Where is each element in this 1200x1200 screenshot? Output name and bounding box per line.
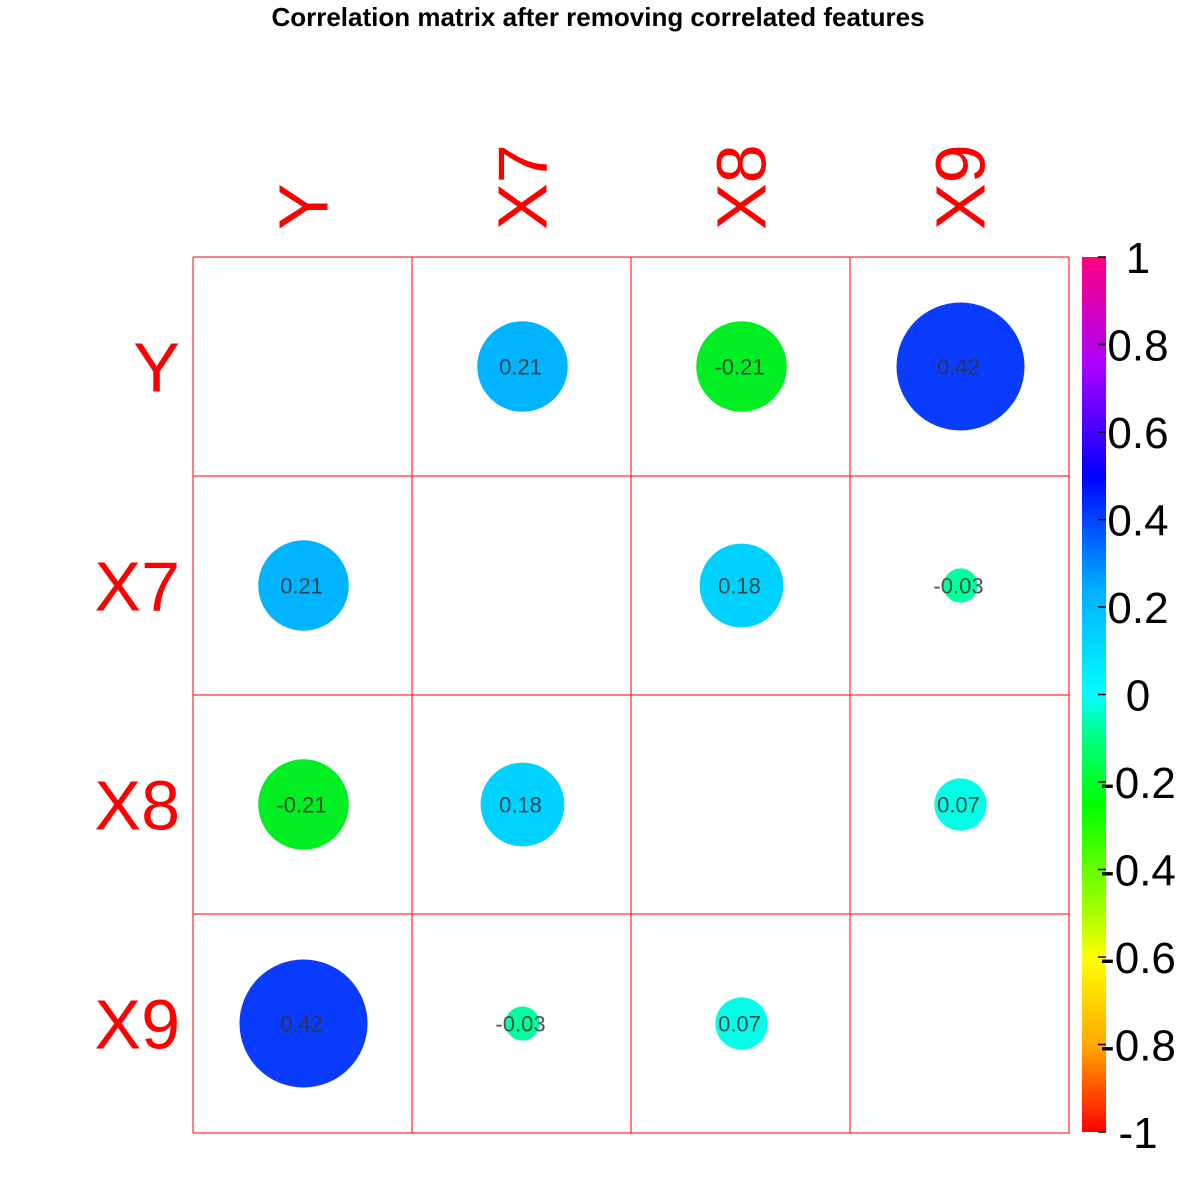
corr-circle-x8-y: [258, 759, 349, 850]
corr-value-x9-y: 0.42: [280, 1012, 323, 1037]
corr-value-x9-x8: 0.07: [718, 1012, 761, 1037]
corr-circle-y-x8: [696, 321, 787, 412]
colorbar-tick-label: -0.4: [1100, 847, 1176, 896]
colorbar-tick-label: -0.2: [1100, 759, 1176, 808]
row-label-x9: X9: [94, 986, 180, 1064]
colorbar-tick-label: 1: [1126, 234, 1150, 283]
corr-value-y-x9: 0.42: [937, 355, 980, 380]
corr-value-x8-x9: 0.07: [937, 793, 980, 818]
corr-value-x7-y: 0.21: [280, 574, 323, 599]
column-labels: Y X7 X8 X9: [265, 144, 1000, 230]
corr-circle-x7-x8: [699, 543, 784, 628]
corr-circle-x7-x9: [943, 568, 978, 603]
matrix-grid: [192, 256, 1070, 1134]
row-label-x7: X7: [94, 548, 180, 626]
corr-circle-x9-y: [239, 959, 368, 1088]
colorbar-tick-label: 0: [1126, 672, 1150, 721]
corr-value-x7-x8: 0.18: [718, 574, 761, 599]
corr-value-x8-x7: 0.18: [499, 793, 542, 818]
row-label-x8: X8: [94, 767, 180, 845]
corr-circle-x8-x7: [480, 762, 565, 847]
colorbar-tick-label: -0.8: [1100, 1022, 1176, 1071]
colorbar-tick-label: 0.6: [1107, 409, 1168, 458]
corr-circle-x7-y: [258, 540, 349, 631]
row-labels: Y X7 X8 X9: [94, 329, 180, 1064]
chart-title: Correlation matrix after removing correl…: [271, 2, 924, 32]
corr-value-x8-y: -0.21: [276, 793, 326, 818]
corr-value-x9-x7: -0.03: [495, 1012, 545, 1037]
colorbar-tick-label: 0.8: [1107, 322, 1168, 371]
corr-value-y-x8: -0.21: [714, 355, 764, 380]
corr-circle-x9-x8: [715, 997, 768, 1050]
colorbar: 1 0.8 0.6 0.4 0.2 0 -0.2 -0.4 -0.6 -0.8 -1: [1082, 234, 1176, 1158]
corr-value-x7-x9: -0.03: [933, 574, 983, 599]
colorbar-tick-label: 0.4: [1107, 497, 1168, 546]
corr-circle-y-x7: [477, 321, 568, 412]
corr-circle-y-x9: [896, 302, 1025, 431]
matrix-cells: 0.21 -0.21 0.42 0.21 0.18 -0.03 -0.21 0.18 0.07 0…: [239, 302, 1025, 1088]
corr-circle-x8-x9: [934, 778, 987, 831]
corr-circle-x9-x7: [505, 1006, 540, 1041]
column-label-y: Y: [265, 183, 343, 230]
column-label-x9: X9: [922, 144, 1000, 230]
colorbar-tick-label: -1: [1118, 1109, 1157, 1158]
row-label-y: Y: [133, 329, 180, 407]
colorbar-tick-label: -0.6: [1100, 934, 1176, 983]
column-label-x8: X8: [703, 144, 781, 230]
corr-value-y-x7: 0.21: [499, 355, 542, 380]
colorbar-tick-label: 0.2: [1107, 584, 1168, 633]
column-label-x7: X7: [484, 144, 562, 230]
